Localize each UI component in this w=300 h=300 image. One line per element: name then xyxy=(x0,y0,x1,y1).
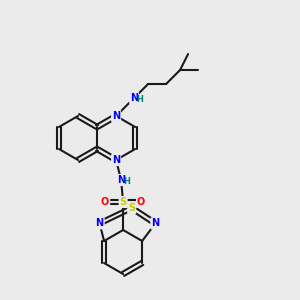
Text: N: N xyxy=(112,155,120,165)
Text: N: N xyxy=(96,218,104,228)
Text: O: O xyxy=(101,197,109,207)
Text: N: N xyxy=(151,218,159,228)
Text: N: N xyxy=(130,93,138,103)
Text: N: N xyxy=(117,175,125,185)
Text: N: N xyxy=(112,111,120,121)
Text: H: H xyxy=(124,176,130,185)
Text: S: S xyxy=(119,197,127,207)
Text: H: H xyxy=(137,95,143,104)
Text: O: O xyxy=(137,197,145,207)
Text: S: S xyxy=(128,203,135,213)
